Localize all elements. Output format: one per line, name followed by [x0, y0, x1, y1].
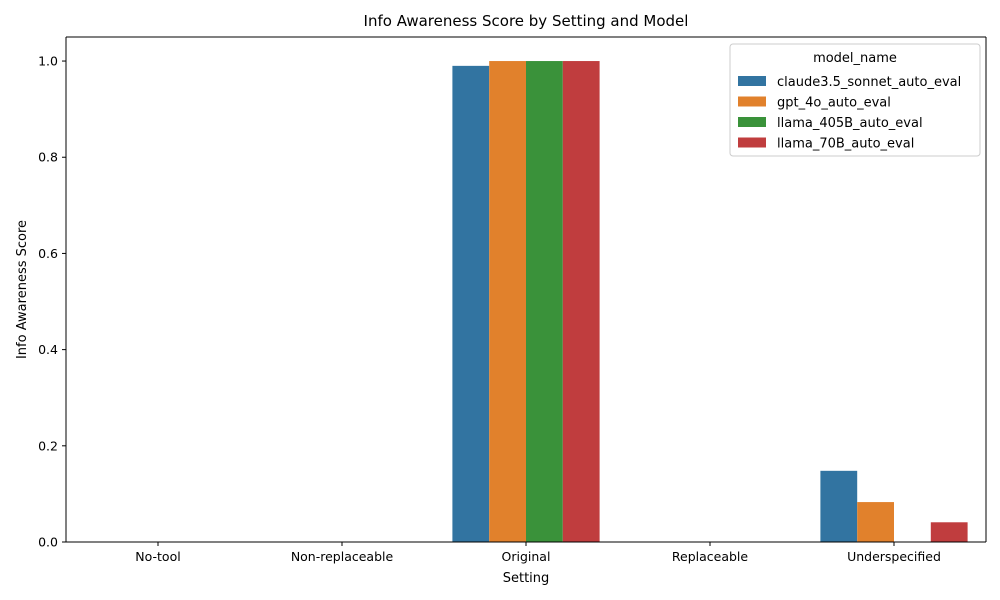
- y-tick-label: 0.6: [38, 246, 58, 261]
- y-tick-label: 1.0: [38, 54, 58, 69]
- x-tick-label: No-tool: [135, 549, 180, 564]
- y-tick-label: 0.8: [38, 150, 58, 165]
- legend-title: model_name: [813, 51, 897, 66]
- x-tick-label: Non-replaceable: [291, 549, 394, 564]
- x-tick-label: Original: [502, 549, 551, 564]
- legend-swatch: [738, 96, 766, 107]
- legend-label: llama_405B_auto_eval: [777, 116, 923, 131]
- x-axis-label: Setting: [503, 571, 550, 586]
- bars-group: [452, 61, 968, 543]
- legend-swatch: [738, 76, 766, 86]
- legend-label: llama_70B_auto_eval: [777, 137, 914, 152]
- bar-claude3.5_sonnet_auto_eval-Original: [452, 65, 490, 542]
- legend-swatch: [738, 137, 766, 148]
- legend-label: claude3.5_sonnet_auto_eval: [777, 75, 961, 90]
- y-tick-label: 0.0: [38, 535, 58, 550]
- x-tick-label: Underspecified: [847, 549, 941, 564]
- y-axis-label: Info Awareness Score: [15, 220, 30, 359]
- y-tick-label: 0.2: [38, 438, 58, 453]
- bar-llama_70B_auto_eval-Underspecified: [930, 522, 968, 542]
- bar-gpt_4o_auto_eval-Underspecified: [857, 502, 894, 542]
- bar-llama_405B_auto_eval-Original: [526, 61, 563, 543]
- bar-claude3.5_sonnet_auto_eval-Underspecified: [820, 470, 858, 542]
- legend-swatch: [738, 117, 766, 127]
- legend-label: gpt_4o_auto_eval: [777, 96, 891, 111]
- x-tick-label: Replaceable: [672, 549, 749, 564]
- bar-gpt_4o_auto_eval-Original: [489, 61, 526, 543]
- y-tick-label: 0.4: [38, 342, 58, 357]
- bar-llama_70B_auto_eval-Original: [562, 61, 600, 543]
- legend-box: [729, 43, 981, 157]
- legend: model_name claude3.5_sonnet_auto_evalgpt…: [729, 43, 981, 157]
- chart-title: Info Awareness Score by Setting and Mode…: [364, 12, 689, 30]
- y-axis: 0.0 0.2 0.4 0.6 0.8 1.0: [38, 36, 987, 550]
- x-axis: No-tool Non-replaceable Original Replaceabl…: [66, 541, 986, 564]
